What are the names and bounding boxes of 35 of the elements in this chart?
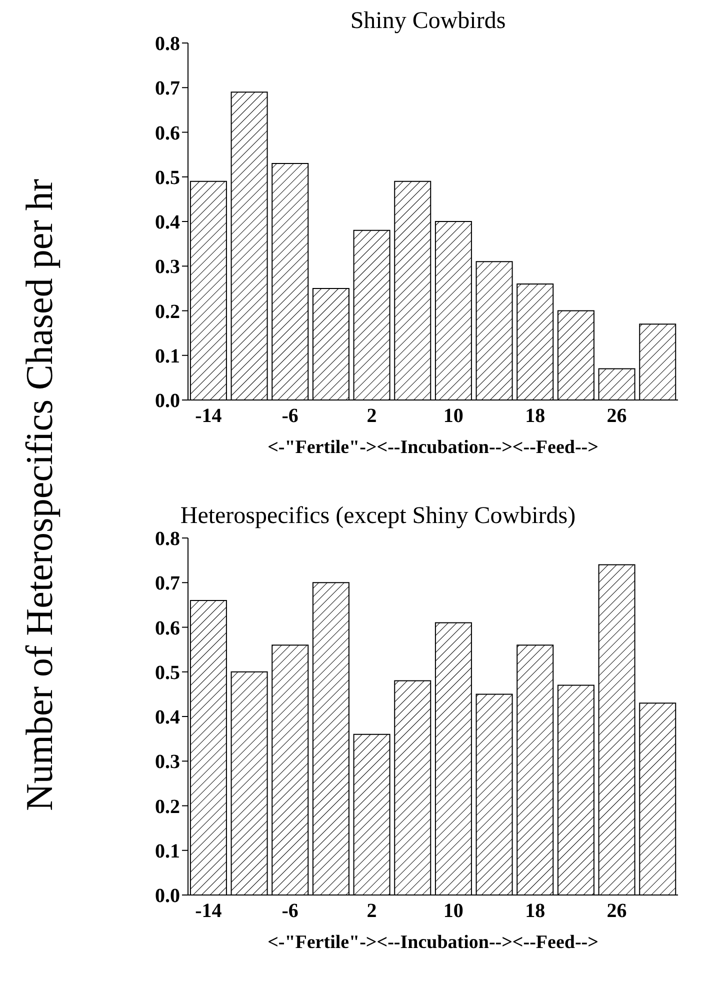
y-tick-label: 0.1 xyxy=(155,345,180,368)
x-tick-label: 2 xyxy=(366,405,377,428)
x-tick-label: -6 xyxy=(282,900,298,922)
y-tick-label: 0.4 xyxy=(155,212,180,234)
y-tick-label: 0.7 xyxy=(155,78,180,100)
x-axis-title: <-"Fertile"-><--Incubation--><--Feed--> xyxy=(268,932,598,953)
y-tick-label: 0.6 xyxy=(155,617,180,640)
y-tick-label: 0.3 xyxy=(155,751,180,774)
y-tick-label: 0.5 xyxy=(155,166,180,189)
y-tick-label: 0.2 xyxy=(155,796,180,818)
chart-title: Shiny Cowbirds xyxy=(349,8,507,35)
x-tick-label: 26 xyxy=(606,405,627,428)
y-tick-label: 0.0 xyxy=(155,885,180,908)
y-tick-label: 0.5 xyxy=(155,662,180,684)
x-axis-title: <-"Fertile"-><--Incubation--><--Feed--> xyxy=(268,437,598,458)
y-tick-label: 0.7 xyxy=(155,572,180,595)
chart-title: Heterospecifics (except Shiny Cowbirds) xyxy=(179,503,577,530)
x-tick-label: 10 xyxy=(443,900,464,922)
y-tick-label: 0.2 xyxy=(155,300,180,323)
x-tick-label: 26 xyxy=(606,900,627,922)
y-axis-title: Number of Heterospecifics Chased per hr xyxy=(18,178,62,812)
x-tick-label: -14 xyxy=(195,900,222,922)
y-tick-label: 0.8 xyxy=(155,528,180,550)
x-tick-label: 2 xyxy=(366,900,377,922)
y-tick-label: 0.4 xyxy=(155,706,180,729)
x-tick-label: 18 xyxy=(525,900,546,922)
y-tick-label: 0.1 xyxy=(155,840,180,862)
y-tick-label: 0.6 xyxy=(155,122,180,144)
x-tick-label: 18 xyxy=(525,405,546,428)
y-tick-label: 0.8 xyxy=(155,33,180,56)
y-tick-label: 0.0 xyxy=(155,390,180,412)
x-tick-label: -6 xyxy=(282,405,298,428)
x-tick-label: 10 xyxy=(443,405,464,428)
x-tick-label: -14 xyxy=(195,405,222,428)
y-tick-label: 0.3 xyxy=(155,256,180,278)
